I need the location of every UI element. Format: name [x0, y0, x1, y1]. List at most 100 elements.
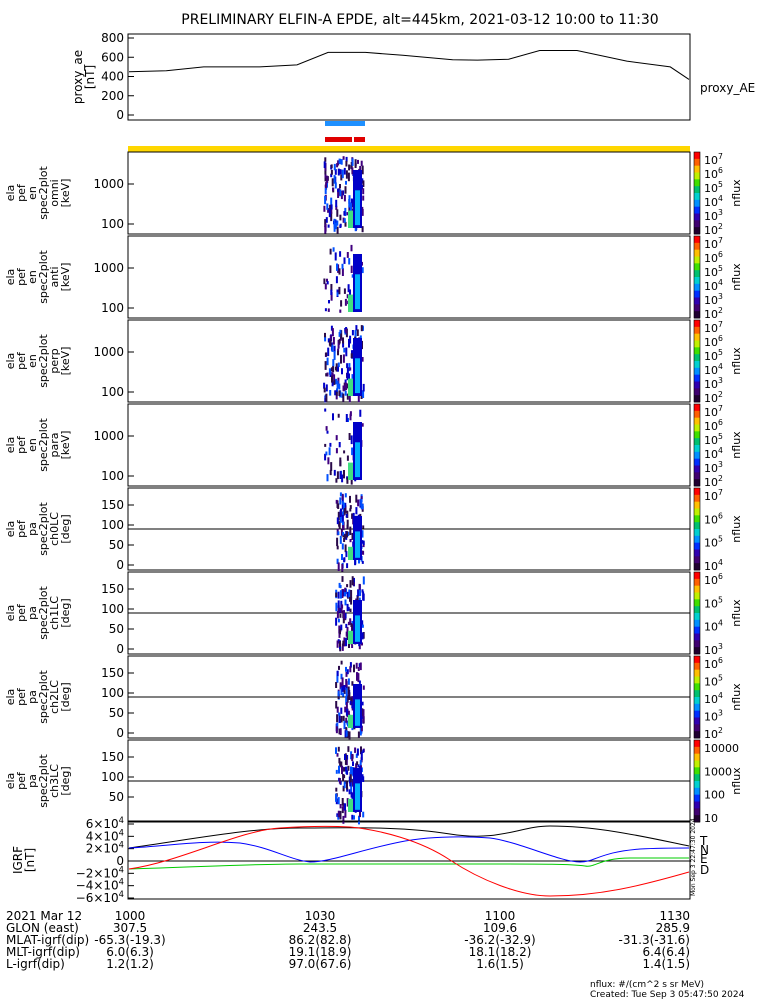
colorbar-segment: [694, 424, 700, 432]
colorbar-segment: [694, 227, 700, 235]
spectrogram-pixel: [350, 785, 353, 793]
colorbar-tick-label: 103: [704, 292, 723, 307]
spectrogram-pixel: [358, 815, 360, 825]
spectrogram-panel-5: elapefpaspec2plotch0LC[deg]1501005001071…: [4, 487, 743, 573]
spectrogram-pixel: [345, 161, 348, 167]
colorbar-tick-label: 106: [704, 572, 723, 587]
colorbar-segment: [694, 815, 700, 823]
spectrogram-pixel: [335, 617, 338, 626]
colorbar: 106 105 104 103 nflux: [693, 571, 743, 657]
ae-panel: 800 600 400 200 0 proxy_ae [nT] proxy_AE: [71, 31, 755, 122]
spectrogram-pixel: [355, 763, 358, 771]
spectrogram-pixel: [362, 709, 365, 718]
panel-ylabel-line: [deg]: [59, 766, 72, 795]
colorbar-segment: [694, 494, 700, 503]
colorbar-tick-label: 104: [704, 194, 723, 209]
footer-date: 2021 Mar 12: [6, 909, 82, 923]
spectrogram-pixel: [344, 756, 347, 765]
spectrogram-pixel: [341, 169, 344, 179]
panel-ylabel-line: [keV]: [59, 263, 72, 292]
spectrogram-pixel: [361, 774, 364, 781]
spectrogram-pixel: [343, 347, 346, 353]
spectrogram-pixel: [327, 457, 330, 465]
colorbar-segment: [694, 703, 700, 712]
spectrogram-pixel: [324, 443, 327, 447]
spectrogram-pixel: [344, 809, 347, 818]
footer-row-value: 6.0(6.3): [106, 945, 154, 959]
panel-ylabel-line: spec2plot: [37, 502, 50, 556]
spectrogram-pixel: [324, 195, 327, 205]
spectrogram-pixel: [339, 492, 342, 497]
ytick-label: 100: [101, 770, 124, 784]
spectrogram-pixel: [333, 469, 336, 476]
spectrogram-pixel: [337, 188, 340, 193]
spectrogram-pixel: [351, 726, 354, 731]
spectrogram-pixel: [345, 717, 348, 723]
igrf-ytick-label: 2×104: [86, 840, 124, 856]
spectrogram-core-column: [348, 462, 353, 480]
igrf-down-line: [128, 825, 690, 897]
spectrogram-pixel: [328, 368, 331, 375]
panel-ylabel-line: [deg]: [59, 682, 72, 711]
spectrogram-pixel: [337, 600, 340, 608]
spectrogram-pixel: [346, 720, 349, 725]
spectrogram-pixel: [351, 274, 354, 278]
colorbar: 10000 1000 100 10 nflux: [693, 739, 743, 825]
spectrogram-pixel: [362, 383, 365, 392]
spectrogram-pixel: [347, 284, 350, 293]
panel-ylabel-line: [keV]: [59, 431, 72, 460]
spectrogram-pixel: [346, 367, 349, 376]
colorbar-segment: [694, 647, 700, 655]
ytick-label: 100: [101, 469, 124, 483]
spectrogram-pixel: [347, 417, 349, 422]
spectrogram-pixel: [340, 529, 343, 536]
colorbar-tick-label: 107: [704, 320, 723, 335]
spectrogram-pixel: [349, 781, 352, 787]
spectrogram-pixel: [347, 746, 350, 752]
spectrogram-pixel: [361, 165, 364, 175]
spectrogram-pixel: [343, 167, 346, 175]
spectrogram-pixel: [348, 395, 351, 403]
spectrogram-pixel: [331, 328, 334, 337]
panel-ylabel-line: pa: [26, 522, 39, 536]
spectrogram-pixel: [342, 156, 345, 160]
footer-row-value: 86.2(82.8): [289, 933, 352, 947]
spectrogram-pixel: [333, 345, 336, 353]
spectrogram-pixel: [343, 637, 346, 647]
spectrogram-pixel: [337, 189, 340, 198]
spectrogram-pixel: [346, 591, 349, 598]
spectrogram-pixel: [340, 512, 343, 519]
spectrogram-pixel: [342, 385, 345, 392]
spectrogram-pixel: [333, 374, 336, 383]
colorbar-segment: [694, 333, 700, 341]
spectrogram-pixel: [342, 616, 345, 624]
spectrogram-pixel: [339, 497, 342, 505]
colorbar-segment: [694, 172, 700, 180]
spectrogram-pixel: [349, 539, 352, 543]
footer-ephemeris: 2021 Mar 12 1000 1030 1100 1130 GLON (east) 3…: [6, 909, 745, 1000]
spectrogram-pixel: [362, 576, 365, 585]
spectrogram-core-column: [355, 615, 360, 642]
colorbar-segment: [694, 656, 700, 664]
spectrogram-pixel: [335, 793, 338, 802]
spectrogram-pixel: [326, 372, 329, 377]
spectrogram-pixel: [348, 692, 351, 700]
colorbar-segment: [694, 472, 700, 480]
spectrogram-core-column: [355, 190, 360, 226]
spectrogram-pixel: [339, 761, 342, 767]
colorbar-segment: [694, 753, 700, 761]
spectrogram-pixel: [339, 510, 342, 517]
spectrogram-pixel: [353, 577, 355, 587]
panel-ylabel-line: ch3LC: [48, 764, 61, 798]
spectrogram-pixel: [359, 409, 362, 417]
spectrogram-pixel: [351, 576, 354, 586]
spectrogram-pixel: [345, 156, 348, 162]
colorbar-segment: [694, 431, 700, 439]
panel-ylabel-line: ela: [4, 521, 17, 538]
spectrogram-pixel: [341, 604, 344, 609]
spectrogram-pixel: [347, 172, 350, 182]
spectrogram-pixel: [350, 597, 353, 605]
igrf-ylabel-line2: [nT]: [23, 848, 37, 872]
